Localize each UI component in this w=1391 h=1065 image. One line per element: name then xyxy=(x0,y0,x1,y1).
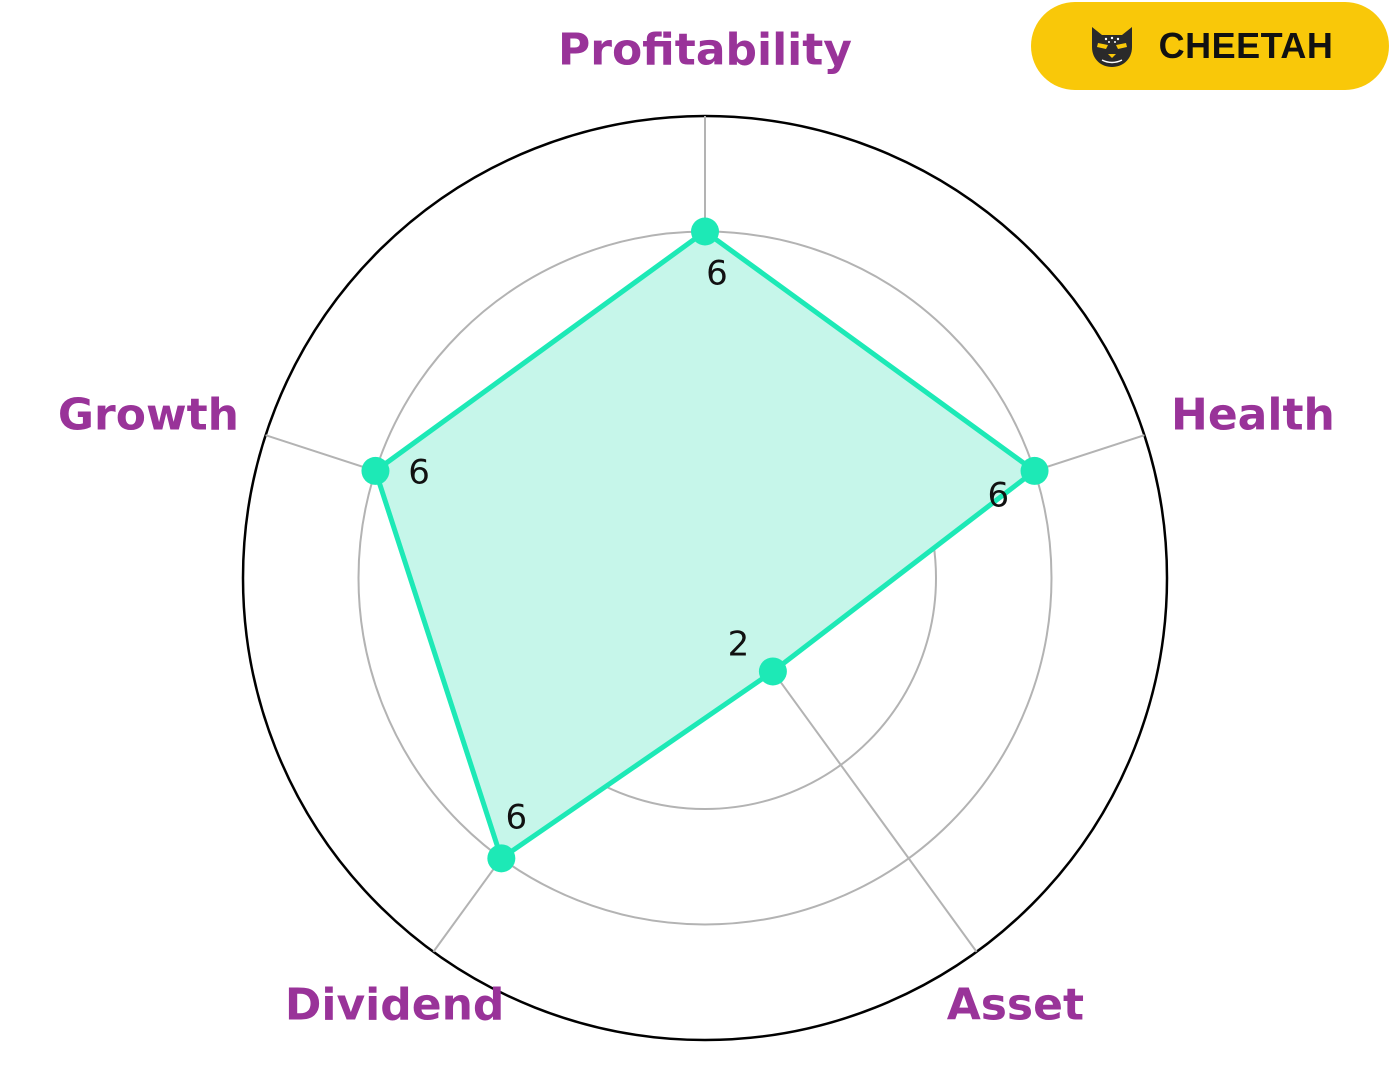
data-point-asset xyxy=(758,657,787,686)
axis-label-asset: Asset xyxy=(947,980,1084,1031)
data-point-profitability xyxy=(691,217,719,246)
value-label-asset: 2 xyxy=(728,625,750,665)
data-point-dividend xyxy=(487,844,516,873)
value-label-dividend: 6 xyxy=(505,797,527,837)
value-label-health: 6 xyxy=(987,475,1009,515)
brand-name: CHEETAH xyxy=(1158,25,1334,66)
axis-label-profitability: Profitability xyxy=(558,25,852,76)
series-area xyxy=(375,231,1035,859)
value-label-growth: 6 xyxy=(408,452,430,492)
value-label-profitability: 6 xyxy=(706,254,728,294)
axis-label-growth: Growth xyxy=(58,389,239,440)
series-line xyxy=(372,228,1039,863)
data-point-health xyxy=(1020,456,1049,485)
axis-label-dividend: Dividend xyxy=(285,980,505,1031)
axis-label-health: Health xyxy=(1171,389,1335,440)
data-series xyxy=(361,217,1049,873)
cheetah-icon xyxy=(1091,27,1132,67)
labels: 6 6 2 6 6 Profitability Health Asset Dividend Gro… xyxy=(58,25,1335,1031)
data-point-growth xyxy=(361,456,390,485)
brand-badge: CHEETAH xyxy=(1031,2,1389,90)
